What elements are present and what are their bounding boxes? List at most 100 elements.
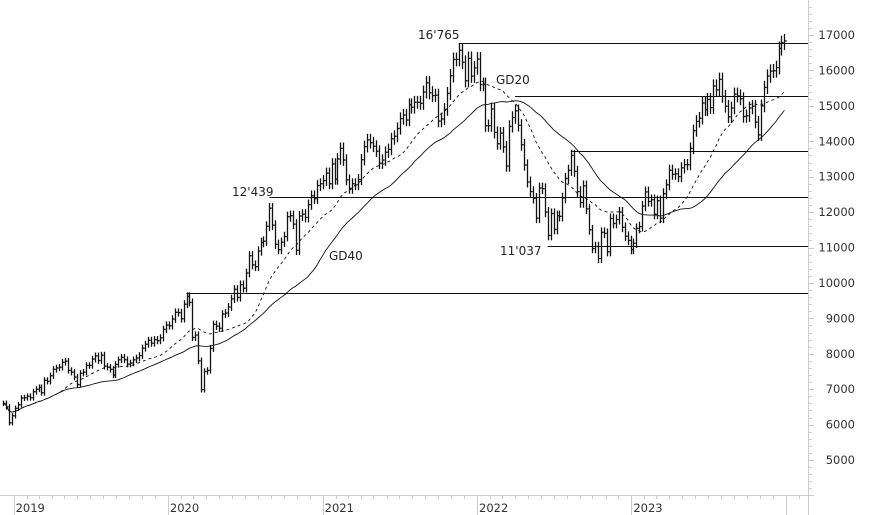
ohlc-bar bbox=[493, 102, 497, 139]
ohlc-bar bbox=[402, 108, 406, 125]
ohlc-bar bbox=[399, 112, 403, 135]
ohlc-bar bbox=[245, 268, 249, 293]
ohlc-bar bbox=[413, 95, 417, 114]
ohlc-bar bbox=[301, 209, 305, 222]
y-tick-label: 5000 bbox=[826, 453, 855, 467]
ohlc-bar bbox=[336, 153, 340, 185]
y-tick-label: 14000 bbox=[818, 134, 855, 148]
ohlc-bar bbox=[484, 77, 488, 132]
ohlc-bar bbox=[191, 298, 195, 342]
ohlc-bar bbox=[627, 231, 631, 246]
ohlc-bar bbox=[686, 158, 690, 171]
y-tick-label: 10000 bbox=[818, 276, 855, 290]
ohlc-bar bbox=[52, 366, 56, 379]
ohlc-bar bbox=[5, 400, 9, 410]
ohlc-bar bbox=[17, 401, 21, 412]
ohlc-bar bbox=[342, 142, 346, 166]
ohlc-bar bbox=[647, 186, 651, 207]
ohlc-bar bbox=[594, 241, 598, 254]
ohlc-bar bbox=[511, 111, 515, 133]
ohlc-bar bbox=[328, 167, 332, 190]
ohlc-bar bbox=[428, 76, 432, 100]
ohlc-bar bbox=[375, 140, 379, 158]
ohlc-bar bbox=[35, 386, 39, 395]
ohlc-bar bbox=[490, 102, 494, 132]
ohlc-bar bbox=[745, 109, 749, 123]
y-tick-label: 16000 bbox=[818, 63, 855, 77]
ohlc-bar bbox=[541, 182, 545, 195]
ohlc-bar bbox=[91, 355, 95, 369]
ohlc-bar bbox=[292, 210, 296, 230]
ohlc-bar bbox=[123, 353, 127, 364]
ohlc-bar bbox=[262, 236, 266, 248]
ohlc-bar bbox=[683, 158, 687, 174]
ohlc-bar bbox=[209, 345, 213, 374]
ohlc-bar bbox=[733, 87, 737, 115]
ohlc-bar bbox=[709, 93, 713, 114]
ohlc-bar bbox=[558, 210, 562, 222]
ohlc-bar bbox=[310, 190, 314, 210]
y-tick-label: 15000 bbox=[818, 99, 855, 113]
ohlc-bar bbox=[698, 112, 702, 128]
ohlc-bar bbox=[532, 186, 536, 204]
ohlc-bar bbox=[221, 310, 225, 332]
ohlc-bar bbox=[721, 72, 725, 103]
ohlc-bar bbox=[162, 325, 166, 342]
ohlc-bar bbox=[606, 228, 610, 257]
ohlc-bar bbox=[579, 186, 583, 208]
ohlc-bar bbox=[467, 51, 471, 88]
ohlc-bar bbox=[254, 260, 258, 272]
ohlc-bar bbox=[487, 119, 491, 132]
ohlc-bar bbox=[354, 178, 358, 191]
ohlc-bar bbox=[677, 168, 681, 183]
ohlc-bar bbox=[206, 367, 210, 375]
ohlc-bar bbox=[446, 86, 450, 116]
ohlc-bar bbox=[567, 164, 571, 184]
ohlc-bar bbox=[304, 209, 308, 223]
ohlc-bar bbox=[760, 99, 764, 141]
ohlc-bar bbox=[20, 395, 24, 408]
ohlc-bar bbox=[188, 292, 192, 307]
ohlc-bar bbox=[114, 361, 118, 379]
ohlc-bar bbox=[603, 227, 607, 239]
ohlc-bar bbox=[132, 356, 136, 367]
ohlc-bar bbox=[322, 175, 326, 190]
ohlc-bar bbox=[763, 80, 767, 113]
ohlc-bar bbox=[724, 89, 728, 113]
ohlc-bar bbox=[668, 164, 672, 191]
ohlc-bar bbox=[751, 99, 755, 115]
ohlc-bar bbox=[339, 142, 343, 165]
ohlc-bar bbox=[100, 351, 104, 364]
ohlc-bar bbox=[280, 237, 284, 255]
ohlc-bar bbox=[701, 96, 705, 125]
ohlc-bar bbox=[316, 180, 320, 204]
ohlc-bar bbox=[443, 103, 447, 126]
ohlc-bar bbox=[662, 188, 666, 224]
ohlc-bar bbox=[632, 238, 636, 255]
annotations: 16'765 12'439 11'037 GD20 GD40 bbox=[232, 28, 541, 263]
x-tick-label: 2020 bbox=[170, 501, 199, 515]
ohlc-bar bbox=[384, 146, 388, 166]
ohlc-bar bbox=[550, 208, 554, 241]
ohlc-bar bbox=[434, 88, 438, 103]
ohlc-bar bbox=[695, 115, 699, 137]
ohlc-bar bbox=[26, 393, 30, 401]
ohlc-bar bbox=[783, 33, 787, 50]
ohlc-bar bbox=[597, 241, 601, 264]
horizontal-levels bbox=[186, 43, 808, 294]
ohlc-bar bbox=[547, 206, 551, 241]
ohlc-bar bbox=[624, 222, 628, 241]
y-tick-label: 7000 bbox=[826, 382, 855, 396]
ohlc-bar bbox=[251, 251, 255, 270]
ohlc-bar bbox=[514, 104, 518, 124]
ohlc-bar bbox=[277, 239, 281, 255]
ohlc-bar bbox=[736, 87, 740, 103]
ohlc-bar bbox=[360, 153, 364, 186]
level-label-11037: 11'037 bbox=[500, 244, 541, 258]
ohlc-bar bbox=[393, 130, 397, 145]
ohlc-bar bbox=[156, 336, 160, 345]
ohlc-bar bbox=[609, 213, 613, 257]
ohlc-bar bbox=[570, 149, 574, 176]
ma-label-gd20: GD20 bbox=[496, 73, 530, 87]
ohlc-bar bbox=[82, 369, 86, 377]
